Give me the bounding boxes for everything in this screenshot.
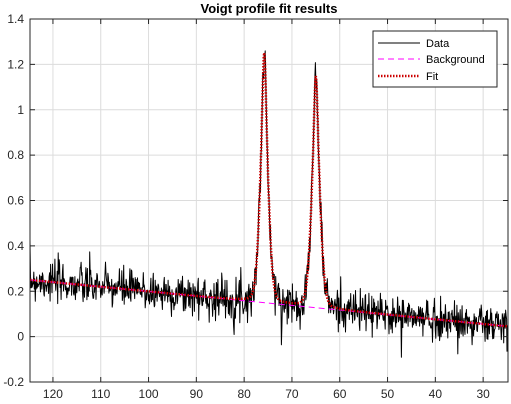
legend-label-background: Background [426,54,485,66]
y-tick-label: 1.4 [7,12,24,26]
y-tick-label: 0.4 [7,239,24,253]
y-tick-label: -0.2 [3,375,24,389]
legend-label-fit: Fit [426,71,438,83]
y-tick-label: 0.8 [7,148,24,162]
series-fit-line [30,52,509,328]
x-tick-label: 30 [476,387,490,401]
y-tick-label: 1.2 [7,57,24,71]
ticks: 120 110 100 90 80 70 60 50 40 30 -0.2 0 0.2 0.4 0.6 0.8… [3,12,508,401]
x-tick-label: 50 [381,387,395,401]
x-tick-label: 90 [190,387,204,401]
legend: Data Background Fit [372,30,498,88]
x-tick-label: 110 [91,387,110,401]
x-tick-label: 120 [43,387,63,401]
x-tick-label: 100 [139,387,159,401]
y-tick-label: 1 [17,103,24,117]
y-tick-label: 0.2 [7,284,24,298]
legend-label-data: Data [426,38,450,50]
chart-title: Voigt profile fit results [201,1,338,16]
x-tick-label: 60 [333,387,347,401]
y-tick-label: 0 [17,330,24,344]
x-tick-label: 40 [429,387,443,401]
y-tick-label: 0.6 [7,194,24,208]
series-layer [29,50,509,358]
x-tick-label: 80 [237,387,251,401]
x-tick-label: 70 [285,387,299,401]
